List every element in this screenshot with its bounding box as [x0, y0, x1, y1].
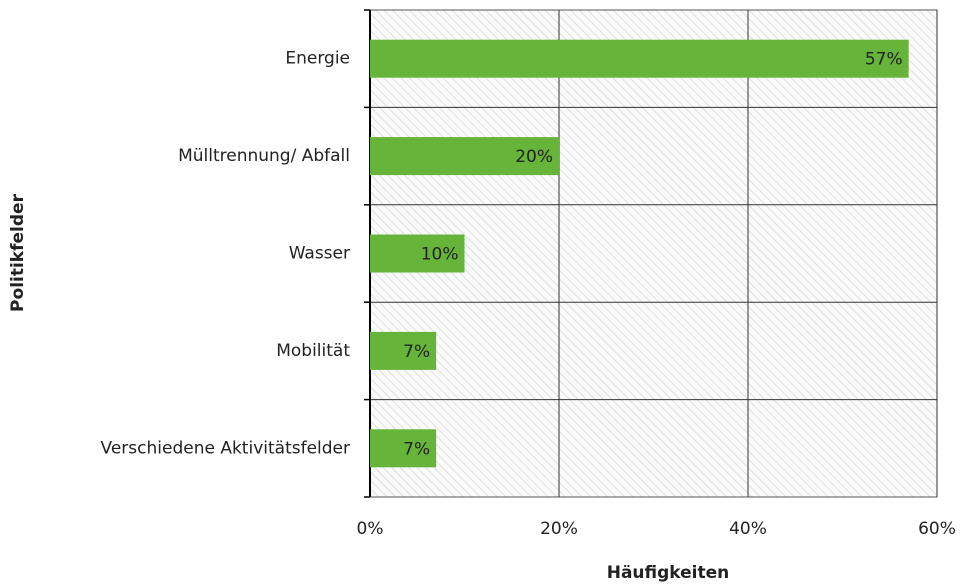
x-tick-label: 20% [540, 519, 578, 539]
y-tick-label: Mülltrennung/ Abfall [178, 146, 350, 166]
x-axis-title: Häufigkeiten [607, 563, 730, 583]
value-label: 20% [515, 147, 553, 167]
y-axis-title: Politikfelder [8, 193, 28, 312]
value-label: 10% [421, 245, 459, 265]
value-label: 57% [865, 50, 903, 70]
y-tick-label: Wasser [289, 244, 350, 264]
value-label: 7% [403, 342, 430, 362]
bar [370, 137, 559, 176]
bar [370, 429, 437, 468]
y-tick-label: Energie [285, 49, 350, 69]
bar [370, 331, 437, 370]
y-tick-label: Verschiedene Aktivitätsfelder [101, 438, 350, 458]
x-tick-label: 40% [729, 519, 767, 539]
x-tick-label: 0% [357, 519, 384, 539]
bar [370, 39, 909, 78]
y-tick-label: Mobilität [276, 341, 350, 361]
bar [370, 234, 465, 273]
x-tick-label: 60% [918, 519, 956, 539]
value-label: 7% [403, 439, 430, 459]
